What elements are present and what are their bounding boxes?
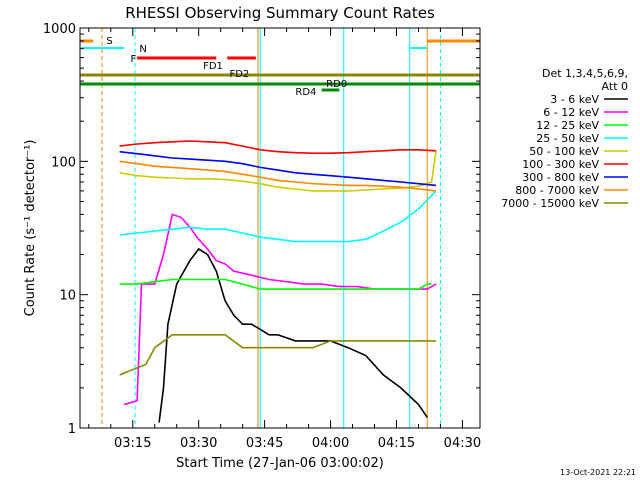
axes: 1 10 100 1000 03:15 03:30 03:45 04:00 04:15 04:30 bbox=[43, 22, 481, 451]
legend-label-0: 3 - 6 keV bbox=[550, 93, 599, 106]
legend-label-6: 300 - 800 keV bbox=[522, 171, 599, 184]
flag-label-n: N bbox=[139, 44, 146, 55]
flag-label-fd2: FD2 bbox=[229, 69, 249, 80]
legend-header-0: Det 1,3,4,5,6,9, bbox=[542, 67, 628, 80]
x-axis-label: Start Time (27-Jan-06 03:00:02) bbox=[176, 456, 384, 471]
series-line-5 bbox=[119, 140, 437, 154]
footer-timestamp: 13-Oct-2021 22:21 bbox=[560, 468, 636, 477]
chart-title: RHESSI Observing Summary Count Rates bbox=[125, 4, 435, 22]
series-line-7 bbox=[119, 160, 437, 192]
x-tick-label-2: 03:45 bbox=[246, 436, 283, 451]
x-tick-label-5: 04:30 bbox=[444, 436, 481, 451]
flag-label-rd0: RD0 bbox=[326, 79, 347, 90]
series-line-4 bbox=[119, 150, 437, 192]
series-line-8 bbox=[119, 333, 436, 376]
legend-label-1: 6 - 12 keV bbox=[543, 106, 599, 119]
x-tick-label-4: 04:15 bbox=[378, 436, 415, 451]
legend-label-7: 800 - 7000 keV bbox=[515, 184, 599, 197]
flag-label-fd1: FD1 bbox=[203, 61, 223, 72]
legend-label-5: 100 - 300 keV bbox=[522, 158, 599, 171]
y-axis-label: Count Rate (s⁻¹ detector⁻¹) bbox=[23, 140, 38, 317]
x-tick-label-3: 04:00 bbox=[312, 436, 349, 451]
legend-label-2: 12 - 25 keV bbox=[536, 119, 599, 132]
plot-area: S NF FD1 FD2 RD0 RD4 bbox=[80, 28, 480, 428]
y-tick-label-2: 100 bbox=[51, 155, 76, 170]
legend-label-3: 25 - 50 keV bbox=[536, 132, 599, 145]
legend-label-8: 7000 - 15000 keV bbox=[501, 197, 599, 210]
plot-frame bbox=[79, 27, 481, 429]
flag-label-f: F bbox=[131, 54, 137, 65]
series-line-0 bbox=[158, 247, 428, 423]
legend-header-1: Att 0 bbox=[602, 80, 628, 93]
series-line-6 bbox=[119, 150, 437, 187]
flag-label-s: S bbox=[106, 36, 112, 47]
y-tick-label-3: 1000 bbox=[43, 22, 76, 37]
series-line-3 bbox=[119, 190, 437, 243]
y-tick-label-0: 1 bbox=[68, 422, 76, 437]
y-tick-label-1: 10 bbox=[59, 289, 76, 304]
legend-label-4: 50 - 100 keV bbox=[529, 145, 599, 158]
series-line-2 bbox=[119, 278, 432, 290]
x-tick-label-1: 03:30 bbox=[180, 436, 217, 451]
x-tick-label-0: 03:15 bbox=[114, 436, 151, 451]
flag-label-rd4: RD4 bbox=[295, 87, 316, 98]
